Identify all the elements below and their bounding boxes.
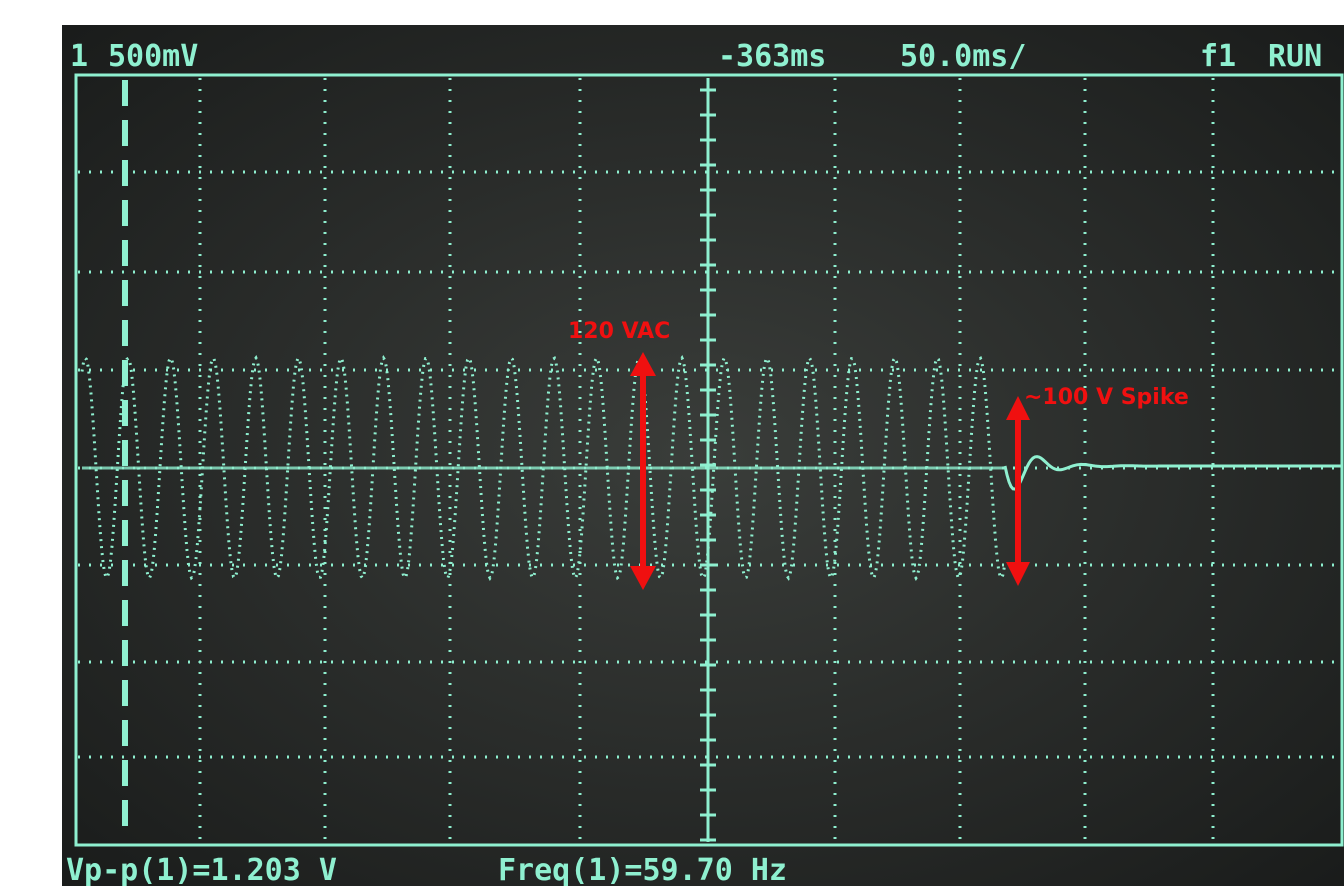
timebase: 50.0ms/ (900, 39, 1026, 74)
trigger-delay: -363ms (718, 39, 826, 74)
vpp-measurement: Vp-p(1)=1.203 V (66, 853, 337, 886)
run-status: RUN (1268, 39, 1322, 74)
page: 1 500mV -363ms 50.0ms/ f1 RUN Vp-p(1)=1.… (0, 0, 1344, 886)
annotation: 120 VAC (568, 319, 670, 344)
scope-photo: 1 500mV -363ms 50.0ms/ f1 RUN Vp-p(1)=1.… (0, 0, 1344, 886)
channel: 1 (70, 39, 88, 74)
volt-scale: 500mV (108, 39, 198, 74)
trigger: f1 (1200, 39, 1236, 74)
freq-measurement: Freq(1)=59.70 Hz (498, 853, 787, 886)
annotation: ~100 V Spike (1024, 385, 1189, 410)
